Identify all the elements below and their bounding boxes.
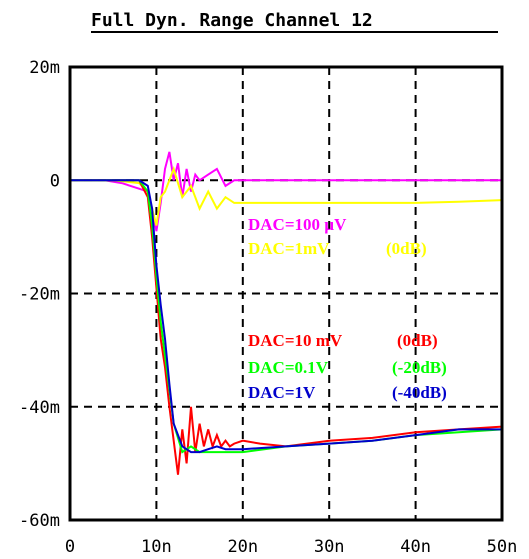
annotation-label: (-20dB) — [392, 358, 447, 377]
series-group — [70, 151, 503, 475]
annotation-label: (0dB) — [386, 239, 427, 258]
annotation-label: DAC=10 mV — [248, 331, 343, 350]
annotation-label: DAC=100 µV — [248, 215, 347, 234]
x-tick-label: 40n — [400, 537, 431, 557]
series-line-5 — [70, 179, 502, 454]
plot-frame — [68, 65, 504, 522]
x-tick-label: 0 — [65, 537, 75, 557]
y-tick-label: 20m — [29, 58, 60, 78]
y-tick-label: -40m — [19, 398, 60, 418]
x-tick-label: 50n — [487, 537, 518, 557]
y-tick-label: -20m — [19, 285, 60, 305]
y-tick-label: -60m — [19, 511, 60, 531]
x-tick-label: 10n — [141, 537, 172, 557]
tick-labels: 0 10n 20n 30n 40n 50n 20m 0 -20m -40m -60m — [19, 58, 517, 557]
annotation-label: DAC=0.1V — [248, 358, 329, 377]
chart-title: Full Dyn. Range Channel 12 — [91, 10, 373, 31]
grid — [70, 67, 502, 520]
annotation-label: (-40dB) — [392, 383, 447, 402]
x-tick-label: 20n — [227, 537, 258, 557]
annotation-label: DAC=1mV — [248, 239, 330, 258]
series-line-1 — [70, 151, 502, 232]
annotation-label: (0dB) — [397, 331, 438, 350]
annotation-label: DAC=1V — [248, 383, 316, 402]
x-tick-label: 30n — [314, 537, 345, 557]
annotations: DAC=100 µV DAC=1mV (0dB) DAC=10 mV (0dB) DAC=… — [248, 215, 447, 402]
y-tick-label: 0 — [50, 171, 60, 191]
